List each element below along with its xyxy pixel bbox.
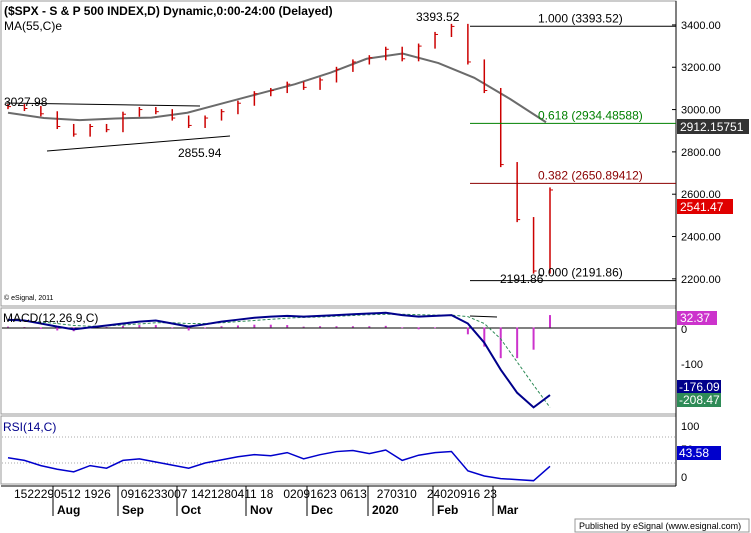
- macd-hist-last-box: [677, 311, 717, 325]
- macd-last-box: [677, 380, 721, 394]
- ma-line-group: [7, 52, 547, 124]
- rsi-line: [7, 449, 551, 482]
- annotation-low-mar: 2191.86: [500, 272, 544, 286]
- x-axis-month-label: Aug: [57, 503, 80, 517]
- x-axis-month-label: Sep: [122, 503, 144, 517]
- price-y-tick-label: 2600.00: [681, 189, 721, 201]
- price-y-tick-label: 2200.00: [681, 274, 721, 286]
- chart-title: ($SPX - S & P 500 INDEX,D) Dynamic,0:00-…: [4, 4, 333, 18]
- price-bars-group: [7, 23, 553, 274]
- macd-group: [7, 311, 551, 409]
- x-axis-month-label: Nov: [250, 503, 273, 517]
- price-y-tick-label: 2400.00: [681, 232, 721, 244]
- fib-level-label: 0.000 (2191.86): [538, 266, 623, 280]
- channel-lower-line: [46, 135, 231, 152]
- x-axis-month-label: Feb: [437, 503, 458, 517]
- x-axis-month-label: Dec: [311, 503, 333, 517]
- channel-upper-line: [4, 102, 201, 107]
- macd-tick-0: 0: [681, 324, 687, 336]
- ma-legend: MA(55,C)e: [4, 19, 62, 33]
- price-last-box: [677, 199, 733, 214]
- rsi-tick-0: 0: [681, 472, 687, 484]
- footer-box: [574, 518, 750, 533]
- x-axis-month-label: Oct: [181, 503, 201, 517]
- macd-last-value: -176.09: [679, 380, 720, 394]
- footer-text: Published by eSignal (www.esignal.com): [579, 521, 741, 531]
- x-axis-day-labels: 1522290512 1926 0916233007 1421280411 18…: [14, 487, 497, 501]
- x-axis-month-labels: Aug Sep Oct Nov Dec 2020 Feb Mar: [52, 486, 519, 517]
- macd-trend-line: [469, 315, 498, 318]
- price-y-axis: 2200.00 2400.00 2600.00 2800.00 3000.00 3200.…: [672, 20, 721, 286]
- rsi-last-value: 43.58: [679, 446, 709, 460]
- signal-last-value: -208.47: [679, 393, 720, 407]
- rsi-last-box: [677, 446, 721, 460]
- rsi-panel-frame: [0, 415, 677, 485]
- rsi-group: [7, 449, 551, 482]
- x-axis-month-label: 2020: [372, 503, 399, 517]
- macd-line: [7, 311, 551, 409]
- price-y-tick-label: 2800.00: [681, 147, 721, 159]
- fib-level-label: 0.618 (2934.48588): [538, 108, 643, 122]
- annotation-high-left: 3027.98: [4, 95, 48, 109]
- signal-last-box: [677, 393, 721, 407]
- rsi-tick-100: 100: [681, 421, 699, 433]
- ma-last-box: [677, 119, 749, 134]
- fibonacci-levels: 1.000 (3393.52) 0.618 (2934.48588) 0.382 (…: [470, 11, 676, 282]
- macd-hist-last-value: 32.37: [680, 311, 710, 325]
- ma-55-line: [7, 52, 547, 124]
- price-panel-frame: [0, 0, 677, 307]
- ma-last-value: 2912.15751: [680, 120, 744, 134]
- copyright-text: © eSignal, 2011: [4, 294, 54, 302]
- macd-panel-frame: [0, 307, 677, 415]
- price-y-tick-label: 3200.00: [681, 62, 721, 74]
- fib-level-label: 1.000 (3393.52): [538, 11, 623, 25]
- macd-tick-minus100: -100: [681, 359, 703, 371]
- annotation-peak: 3393.52: [416, 10, 460, 24]
- fib-level-label: 0.382 (2650.89412): [538, 168, 643, 182]
- macd-title: MACD(12,26,9,C): [3, 311, 98, 325]
- rsi-title: RSI(14,C): [3, 420, 56, 434]
- annotation-low-oct: 2855.94: [178, 146, 222, 160]
- price-y-tick-label: 3000.00: [681, 105, 721, 117]
- x-axis-month-label: Mar: [497, 503, 519, 517]
- price-last-value: 2541.47: [680, 200, 724, 214]
- price-y-tick-label: 3400.00: [681, 20, 721, 32]
